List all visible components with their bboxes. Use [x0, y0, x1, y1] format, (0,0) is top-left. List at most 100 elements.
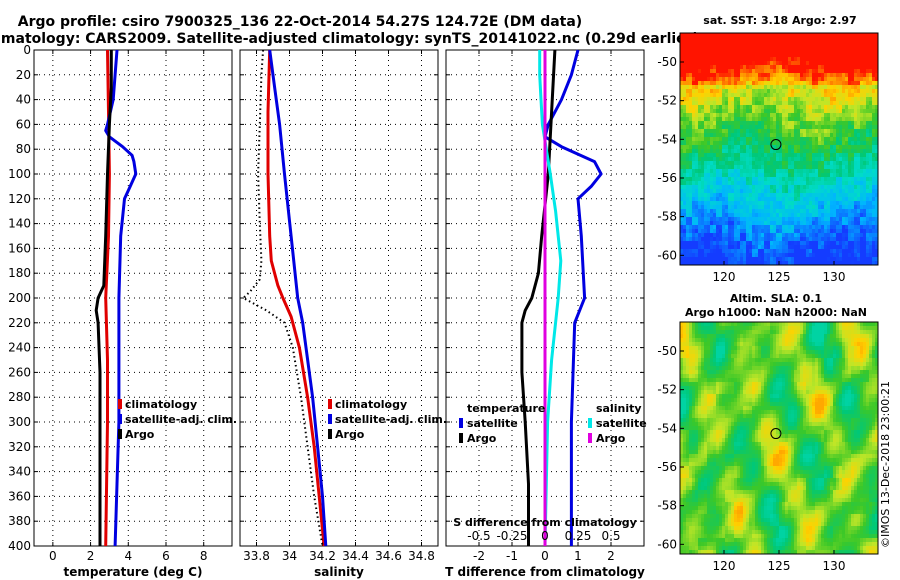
- map-cell: [761, 161, 765, 166]
- map-cell: [818, 69, 822, 74]
- map-cell: [740, 221, 744, 226]
- map-cell: [701, 65, 705, 70]
- map-cell: [689, 69, 693, 74]
- legend-temperature-title: temperature: [467, 402, 545, 415]
- map-cell: [725, 105, 729, 110]
- map-cell: [707, 81, 711, 86]
- map-cell: [764, 189, 768, 194]
- map-cell: [707, 69, 711, 74]
- map-cell: [872, 330, 876, 335]
- map-cell: [842, 193, 846, 198]
- map-cell: [779, 149, 783, 154]
- map-cell: [842, 133, 846, 138]
- map-cell: [833, 362, 837, 367]
- map-cell: [812, 101, 816, 106]
- map-cell: [812, 181, 816, 186]
- map-cell: [836, 221, 840, 226]
- map-cell: [821, 229, 825, 234]
- map-cell: [740, 217, 744, 222]
- map-cell: [857, 145, 861, 150]
- map-cell: [860, 129, 864, 134]
- map-cell: [851, 346, 855, 351]
- map-cell: [842, 157, 846, 162]
- map-cell: [857, 229, 861, 234]
- map-cell: [824, 354, 828, 359]
- map-cell: [860, 354, 864, 359]
- map-cell: [683, 141, 687, 146]
- map-cell: [842, 93, 846, 98]
- map-cell: [746, 237, 750, 242]
- map-cell: [800, 117, 804, 122]
- map-cell: [716, 338, 720, 343]
- map-cell: [743, 173, 747, 178]
- map-cell: [803, 133, 807, 138]
- map-cell: [800, 334, 804, 339]
- map-cell: [845, 105, 849, 110]
- map-cell: [743, 370, 747, 375]
- map-cell: [797, 338, 801, 343]
- map-cell: [701, 354, 705, 359]
- map-cell: [731, 213, 735, 218]
- map-cell: [683, 169, 687, 174]
- map-cell: [680, 97, 684, 102]
- map-cell: [848, 57, 852, 62]
- map-cell: [713, 261, 717, 265]
- map-cell: [719, 77, 723, 82]
- map-cell: [821, 233, 825, 238]
- map-cell: [767, 149, 771, 154]
- map-cell: [761, 109, 765, 114]
- map-cell: [701, 85, 705, 90]
- map-cell: [728, 101, 732, 106]
- map-cell: [710, 145, 714, 150]
- map-cell: [698, 330, 702, 335]
- map-cell: [779, 89, 783, 94]
- map-cell: [695, 177, 699, 182]
- map-cell: [791, 145, 795, 150]
- map-cell: [797, 354, 801, 359]
- map-cell: [839, 153, 843, 158]
- map-cell: [785, 358, 789, 363]
- map-cell: [770, 342, 774, 347]
- map-cell: [824, 45, 828, 50]
- map-cell: [842, 101, 846, 106]
- map-cell: [731, 45, 735, 50]
- map-cell: [800, 161, 804, 166]
- map-cell: [872, 209, 876, 214]
- map-cell: [725, 113, 729, 118]
- map-cell: [764, 253, 768, 258]
- map-cell: [800, 354, 804, 359]
- map-cell: [755, 249, 759, 254]
- map-cell: [692, 330, 696, 335]
- map-cell: [695, 173, 699, 178]
- map-cell: [689, 149, 693, 154]
- map-cell: [758, 93, 762, 98]
- map-cell: [707, 237, 711, 242]
- map-cell: [713, 165, 717, 170]
- map-cell: [728, 221, 732, 226]
- map-cell: [812, 241, 816, 246]
- map-cell: [722, 197, 726, 202]
- x-axis-label: temperature (deg C): [64, 565, 203, 579]
- map-cell: [680, 213, 684, 218]
- map-cell: [872, 73, 876, 78]
- map-cell: [776, 209, 780, 214]
- map-cell: [869, 53, 873, 58]
- map-cell: [845, 93, 849, 98]
- map-cell: [773, 350, 777, 355]
- map-cell: [818, 113, 822, 118]
- map-cell: [851, 334, 855, 339]
- map-cell: [764, 145, 768, 150]
- map-cell: [692, 257, 696, 262]
- map-cell: [734, 157, 738, 162]
- map-cell: [725, 249, 729, 254]
- map-cell: [818, 209, 822, 214]
- map-cell: [683, 61, 687, 66]
- map-cell: [812, 261, 816, 265]
- map-cell: [692, 33, 696, 38]
- map-cell: [827, 121, 831, 126]
- map-cell: [713, 253, 717, 258]
- map-cell: [731, 41, 735, 46]
- map-cell: [842, 342, 846, 347]
- map-cell: [743, 237, 747, 242]
- map-cell: [683, 330, 687, 335]
